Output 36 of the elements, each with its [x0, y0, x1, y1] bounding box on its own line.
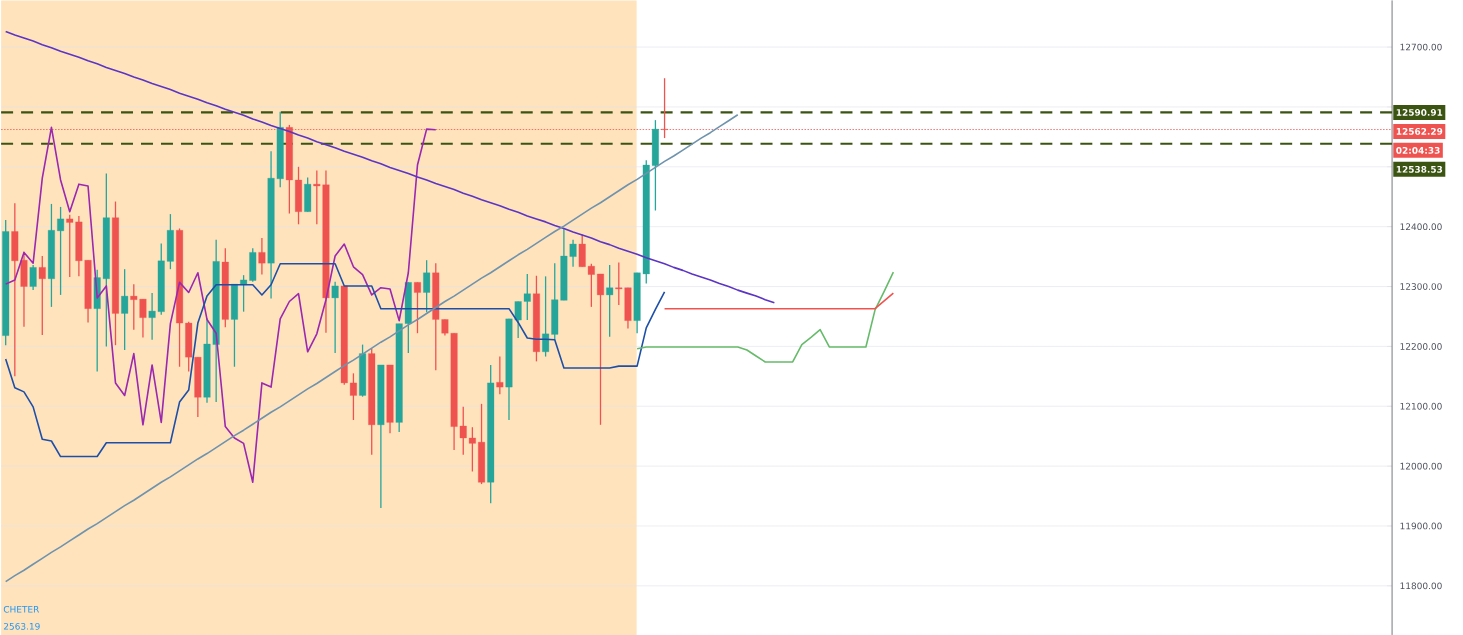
- candlestick: [185, 321, 193, 373]
- ref-line-label: 12538.53: [1396, 165, 1443, 173]
- candlestick: [359, 343, 367, 398]
- annotation: 2563.19: [3, 622, 40, 630]
- text: 02:04:33: [1396, 146, 1440, 154]
- candlestick: [221, 247, 229, 328]
- candlestick: [414, 281, 421, 334]
- ref-line-label: 12562.29: [1396, 127, 1443, 135]
- y-tick-label: 12000.00: [1400, 462, 1442, 470]
- y-tick-label: 12400.00: [1400, 223, 1442, 230]
- line-series: [4, 126, 437, 483]
- y-tick-label: 12700.00: [1400, 43, 1442, 51]
- candlestick: [423, 259, 431, 313]
- candlestick: [2, 219, 10, 346]
- annotation: CHETER: [3, 605, 40, 613]
- candlestick: [496, 355, 504, 395]
- candlestick: [47, 203, 55, 308]
- candlestick: [597, 273, 604, 426]
- candlestick: [368, 347, 376, 456]
- y-tick-label: 11800.00: [1400, 582, 1442, 590]
- candlestick: [304, 176, 312, 213]
- ref-line-label: 12590.91: [1396, 108, 1443, 116]
- y-tick-label: 11900.00: [1400, 522, 1442, 530]
- candlestick: [57, 206, 65, 296]
- candlestick: [295, 166, 302, 225]
- candlestick: [11, 202, 19, 377]
- candlestick: [29, 264, 37, 291]
- candlestick: [606, 264, 614, 338]
- y-tick-label: 12100.00: [1400, 402, 1442, 410]
- y-tick-label: 12200.00: [1400, 342, 1442, 350]
- candlestick: [121, 268, 129, 351]
- candlestick: [331, 280, 339, 354]
- candlestick: [487, 364, 495, 504]
- y-tick-label: 12300.00: [1400, 282, 1442, 290]
- candlestick: [258, 237, 266, 276]
- candlestick: [38, 255, 46, 336]
